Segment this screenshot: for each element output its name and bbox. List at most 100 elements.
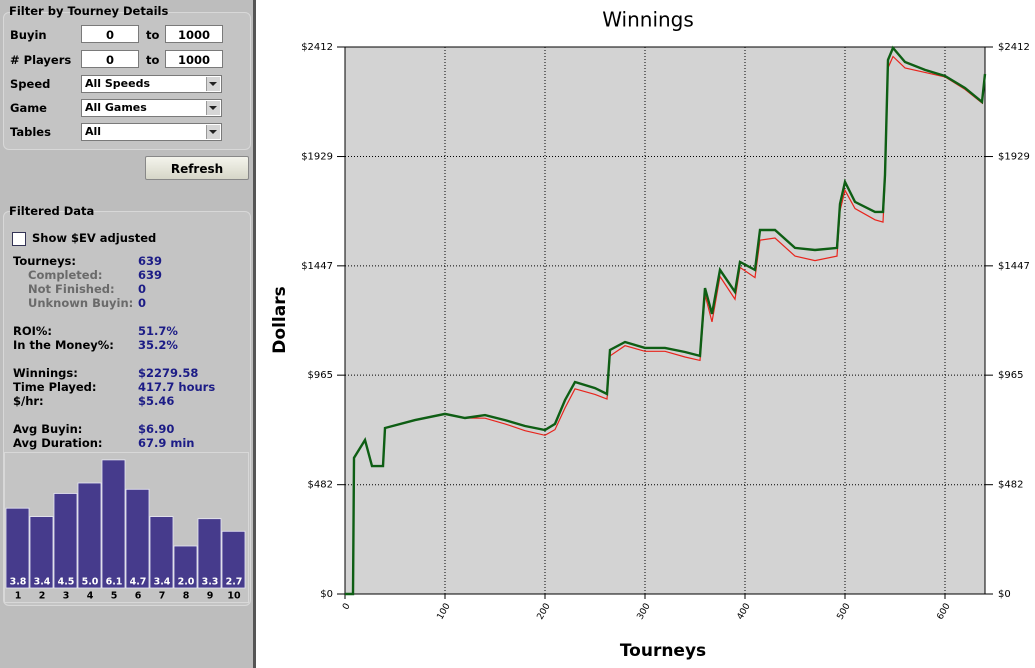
y-tick-label: $965 — [308, 370, 333, 381]
stat-value: 639 — [138, 254, 163, 268]
x-axis-label: Tourneys — [620, 641, 706, 661]
bar — [29, 516, 54, 589]
bar-value-label: 2.7 — [226, 577, 243, 588]
range-sep: to — [146, 28, 160, 42]
bar-category-label: 5 — [111, 591, 118, 602]
bar-value-label: 3.4 — [34, 577, 51, 588]
bar-category-label: 7 — [159, 591, 166, 602]
bar-category-label: 2 — [39, 591, 46, 602]
range-to[interactable]: 1000 — [165, 25, 223, 43]
checkbox-label: Show $EV adjusted — [32, 231, 157, 245]
series-line — [345, 45, 987, 596]
x-tick-label: 500 — [836, 602, 853, 622]
bar-value-label: 3.8 — [10, 577, 27, 588]
stat-value: 51.7% — [138, 324, 178, 338]
plot-area — [344, 46, 986, 595]
y-tick-label: $0 — [320, 589, 333, 600]
bar-category-label: 6 — [135, 591, 142, 602]
bar-value-label: 4.7 — [130, 577, 147, 588]
stat-value: 0 — [138, 296, 147, 310]
stat-label: Avg Buyin: — [13, 422, 83, 436]
filter-label: # Players — [10, 53, 72, 67]
dropdown[interactable]: All Games — [81, 99, 222, 117]
x-tick-label: 300 — [636, 602, 653, 622]
stat-value: 35.2% — [138, 338, 178, 352]
y-tick-label: $2412 — [301, 42, 333, 53]
y2-tick-label: $482 — [998, 480, 1023, 491]
bar-category-label: 10 — [227, 591, 241, 602]
stat-label: Unknown Buyin: — [28, 296, 134, 310]
filter-title: Filter by Tourney Details — [9, 4, 169, 18]
stat-label: Winnings: — [13, 366, 78, 380]
bar — [125, 488, 150, 589]
bar-category-label: 3 — [63, 591, 70, 602]
range-from[interactable]: 0 — [81, 50, 139, 68]
filter-label: Speed — [10, 77, 51, 91]
x-tick-label: 200 — [536, 602, 553, 622]
stat-value: $6.90 — [138, 422, 175, 436]
bar-category-label: 8 — [183, 591, 190, 602]
y-axis-label: Dollars — [270, 286, 290, 353]
stat-label: Time Played: — [13, 380, 97, 394]
bar-value-label: 3.4 — [154, 577, 171, 588]
x-tick-label: 0 — [341, 602, 353, 612]
bar-value-label: 5.0 — [82, 577, 99, 588]
bar-category-label: 1 — [15, 591, 22, 602]
dropdown-arrow[interactable] — [209, 106, 217, 110]
y2-tick-label: $2412 — [998, 42, 1030, 53]
filtered-title: Filtered Data — [9, 204, 95, 218]
bar-value-label: 2.0 — [178, 577, 195, 588]
bar — [197, 518, 222, 589]
bar-value-label: 6.1 — [106, 577, 123, 588]
stat-value: 639 — [138, 268, 163, 282]
bar-value-label: 3.3 — [202, 577, 219, 588]
y-tick-label: $482 — [308, 480, 333, 491]
dropdown[interactable]: All Speeds — [81, 75, 222, 93]
range-sep: to — [146, 53, 160, 67]
range-from[interactable]: 0 — [81, 25, 139, 43]
stat-value: 0 — [138, 282, 147, 296]
bar — [149, 516, 174, 589]
histogram: 3.8 1 3.4 2 4.5 3 5.0 4 6.1 5 4.7 6 3.4 7 2.0 8 3.3 9 2.7 1… — [4, 452, 249, 603]
y2-tick-label: $1929 — [998, 152, 1030, 163]
stat-label: In the Money%: — [13, 338, 114, 352]
filter-label: Buyin — [10, 28, 47, 42]
refresh-button[interactable]: Refresh — [145, 156, 249, 180]
chart-title: Winnings — [602, 8, 694, 32]
stat-label: Completed: — [28, 268, 103, 282]
y2-tick-label: $1447 — [998, 261, 1030, 272]
bar — [101, 459, 126, 589]
stat-value: $2279.58 — [138, 366, 199, 380]
stat-label: Tourneys: — [13, 254, 77, 268]
bar — [5, 507, 30, 589]
x-tick-label: 100 — [436, 602, 453, 622]
stat-value: 417.7 hours — [138, 380, 216, 394]
filter-label: Game — [10, 101, 47, 115]
stat-label: Avg Duration: — [13, 436, 103, 450]
bar-category-label: 4 — [87, 591, 94, 602]
range-to[interactable]: 1000 — [165, 50, 223, 68]
filter-label: Tables — [10, 125, 51, 139]
stat-value: $5.46 — [138, 394, 175, 408]
bar — [173, 545, 198, 589]
bar-category-label: 9 — [207, 591, 214, 602]
bar-value-label: 4.5 — [58, 577, 75, 588]
stat-label: Not Finished: — [28, 282, 115, 296]
sidebar: Filter by Tourney Details Refresh Filter… — [0, 0, 256, 668]
bar — [53, 493, 78, 589]
stat-label: $/hr: — [13, 394, 44, 408]
x-tick-label: 600 — [936, 602, 953, 622]
checkbox[interactable] — [12, 232, 26, 246]
histogram-frame — [4, 452, 249, 603]
stat-label: ROI%: — [13, 324, 53, 338]
x-tick-label: 400 — [736, 602, 753, 622]
bar — [221, 530, 246, 589]
dropdown-arrow[interactable] — [209, 130, 217, 134]
bar — [77, 482, 102, 589]
y2-tick-label: $0 — [998, 589, 1011, 600]
dropdown[interactable]: All — [81, 123, 222, 141]
chart: Winnings Dollars Tourneys $0 $0 $482 $482 $9… — [270, 8, 1030, 662]
dropdown-arrow[interactable] — [209, 82, 217, 86]
y2-tick-label: $965 — [998, 370, 1023, 381]
